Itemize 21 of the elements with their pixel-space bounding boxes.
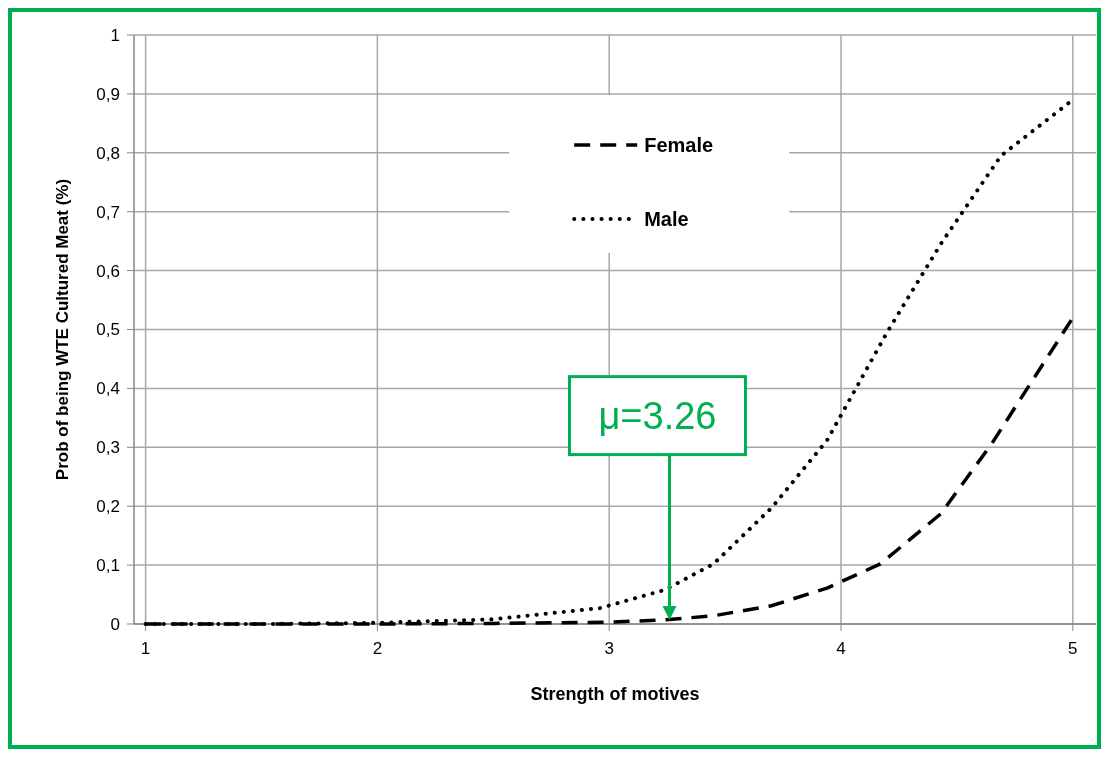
x-tick-label: 5 xyxy=(1068,639,1078,658)
x-tick-label: 3 xyxy=(604,639,614,658)
y-tick-label: 0,7 xyxy=(96,202,120,222)
x-tick-label: 1 xyxy=(140,639,151,658)
x-tick-label: 2 xyxy=(372,639,383,658)
y-tick-label: 0,9 xyxy=(96,84,120,104)
y-axis-title: Prob of being WTE Cultured Meat (%) xyxy=(53,178,72,481)
y-tick-label: 0,8 xyxy=(96,143,120,163)
y-tick-label: 1 xyxy=(110,25,120,45)
y-tick-label: 0 xyxy=(110,614,120,634)
legend-label: Male xyxy=(644,208,689,230)
y-tick-label: 0,5 xyxy=(96,320,120,340)
y-tick-label: 0,3 xyxy=(96,438,120,458)
legend-label: Female xyxy=(644,134,714,156)
x-tick-label: 4 xyxy=(836,639,846,658)
y-tick-label: 0,2 xyxy=(96,497,120,517)
ref-line-label: μ=3.26 xyxy=(598,394,717,437)
y-tick-label: 0,1 xyxy=(96,556,120,576)
y-tick-label: 0,4 xyxy=(96,379,120,399)
x-axis-title: Strength of motives xyxy=(530,684,700,704)
y-tick-label: 0,6 xyxy=(96,261,120,281)
